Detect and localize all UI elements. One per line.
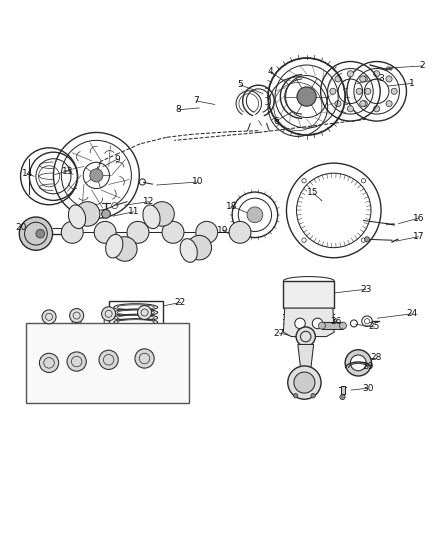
Circle shape [162,221,184,243]
Text: 3: 3 [378,74,384,83]
Circle shape [19,217,53,251]
Circle shape [374,71,380,77]
Circle shape [229,221,251,243]
Circle shape [347,71,353,77]
Circle shape [99,350,118,369]
Circle shape [350,355,366,371]
Text: 17: 17 [413,232,424,241]
Ellipse shape [117,320,154,325]
Text: 6: 6 [273,117,279,126]
Circle shape [36,229,45,238]
Circle shape [335,76,341,82]
Circle shape [42,310,56,324]
Polygon shape [291,344,318,377]
Circle shape [347,106,353,112]
Text: 2: 2 [420,61,425,70]
Bar [26,324,189,403]
Text: 4: 4 [268,67,273,76]
Text: 24: 24 [406,309,417,318]
Text: 10: 10 [192,177,204,187]
Circle shape [187,236,212,260]
Circle shape [39,353,59,373]
Text: 22: 22 [175,298,186,307]
Text: 5: 5 [237,80,243,89]
Circle shape [296,327,315,346]
Circle shape [196,221,218,243]
Text: 25: 25 [369,322,380,332]
Circle shape [386,101,392,107]
Ellipse shape [68,205,86,229]
Text: 19: 19 [217,226,228,235]
Text: 13: 13 [62,166,74,175]
Circle shape [297,87,316,106]
Circle shape [135,349,154,368]
Circle shape [75,201,100,226]
Circle shape [295,318,305,329]
Text: 16: 16 [413,214,424,223]
Circle shape [365,88,371,94]
Text: 9: 9 [114,155,120,164]
Bar [283,281,334,308]
Circle shape [311,393,315,398]
Circle shape [345,350,371,376]
Text: 30: 30 [362,384,374,393]
Circle shape [247,207,263,223]
Circle shape [102,307,116,321]
Circle shape [90,169,103,182]
Circle shape [94,221,116,243]
Circle shape [67,352,86,371]
Circle shape [61,221,83,243]
Circle shape [102,209,110,219]
Circle shape [340,394,345,400]
Circle shape [113,237,137,261]
Circle shape [294,372,315,393]
Ellipse shape [180,239,198,262]
Text: 8: 8 [176,105,182,114]
Circle shape [127,221,149,243]
Text: 14: 14 [21,169,33,178]
Text: 27: 27 [274,328,285,337]
Text: 15: 15 [307,189,319,197]
Circle shape [330,88,336,94]
Circle shape [391,88,397,94]
Bar [322,322,343,329]
Text: 26: 26 [331,317,342,326]
Ellipse shape [106,235,123,258]
Text: 12: 12 [143,197,155,206]
Ellipse shape [117,310,154,315]
Circle shape [374,106,380,112]
Text: 7: 7 [193,96,199,106]
Circle shape [364,237,370,242]
Ellipse shape [117,316,154,320]
Circle shape [360,101,366,107]
Text: 29: 29 [362,362,374,371]
Circle shape [339,322,346,329]
Circle shape [335,101,341,107]
Bar [109,301,163,327]
Polygon shape [283,308,334,336]
Circle shape [312,318,323,329]
Text: 23: 23 [360,285,371,294]
Circle shape [293,393,298,398]
Text: 28: 28 [370,353,381,362]
Text: 18: 18 [226,201,237,211]
Ellipse shape [117,305,154,310]
Circle shape [361,76,367,82]
Circle shape [70,309,84,322]
Circle shape [138,305,152,319]
Ellipse shape [143,205,160,229]
Circle shape [361,101,367,107]
Circle shape [288,366,321,399]
Circle shape [360,76,366,82]
Circle shape [150,201,174,226]
Circle shape [386,76,392,82]
Circle shape [318,322,325,329]
Bar [341,386,345,393]
Text: 11: 11 [128,207,139,216]
Text: 1: 1 [409,79,415,88]
Circle shape [356,88,362,94]
Text: 20: 20 [15,223,27,232]
